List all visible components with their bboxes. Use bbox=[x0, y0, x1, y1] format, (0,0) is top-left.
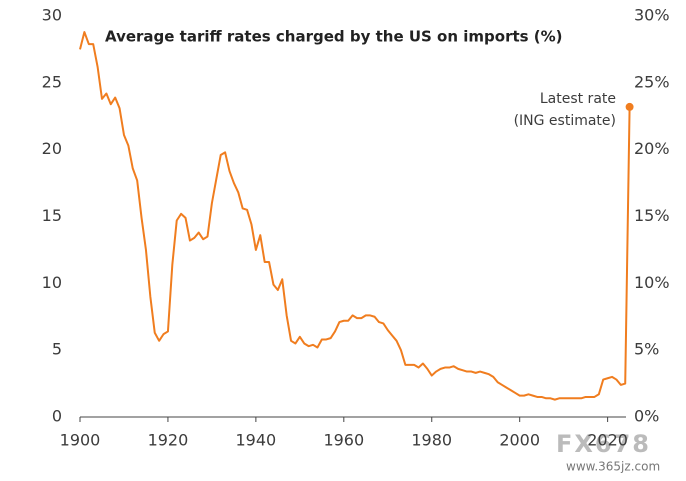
watermark-logo: FX678 bbox=[556, 430, 651, 458]
y-tick-label: 25 bbox=[42, 72, 62, 91]
y2-tick-label: 0% bbox=[634, 407, 659, 426]
chart-title: Average tariff rates charged by the US o… bbox=[105, 28, 563, 46]
y-tick-label: 10 bbox=[42, 273, 62, 292]
tariff-line bbox=[79, 31, 631, 401]
y2-tick-label: 5% bbox=[634, 340, 659, 359]
y2-tick-label: 30% bbox=[634, 6, 670, 25]
x-tick-label: 2000 bbox=[499, 431, 540, 450]
y-tick-label: 0 bbox=[52, 407, 62, 426]
x-tick-label: 1900 bbox=[60, 431, 101, 450]
y-tick-label: 15 bbox=[42, 206, 62, 225]
latest-point bbox=[625, 102, 634, 111]
x-tick-label: 1920 bbox=[148, 431, 189, 450]
annotation: (ING estimate) bbox=[514, 113, 616, 129]
y-tick-label: 20 bbox=[42, 139, 62, 158]
y2-tick-label: 15% bbox=[634, 206, 670, 225]
x-tick-label: 1980 bbox=[411, 431, 452, 450]
y2-tick-label: 10% bbox=[634, 273, 670, 292]
watermark-url: www.365jz.com bbox=[566, 460, 660, 474]
y2-tick-label: 25% bbox=[634, 72, 670, 91]
y-tick-label: 30 bbox=[42, 6, 62, 25]
x-tick-label: 2020 bbox=[587, 431, 628, 450]
annotation: Latest rate bbox=[540, 91, 616, 107]
x-tick-label: 1960 bbox=[323, 431, 364, 450]
y-tick-label: 5 bbox=[52, 340, 62, 359]
y2-tick-label: 20% bbox=[634, 139, 670, 158]
x-tick-label: 1940 bbox=[236, 431, 277, 450]
